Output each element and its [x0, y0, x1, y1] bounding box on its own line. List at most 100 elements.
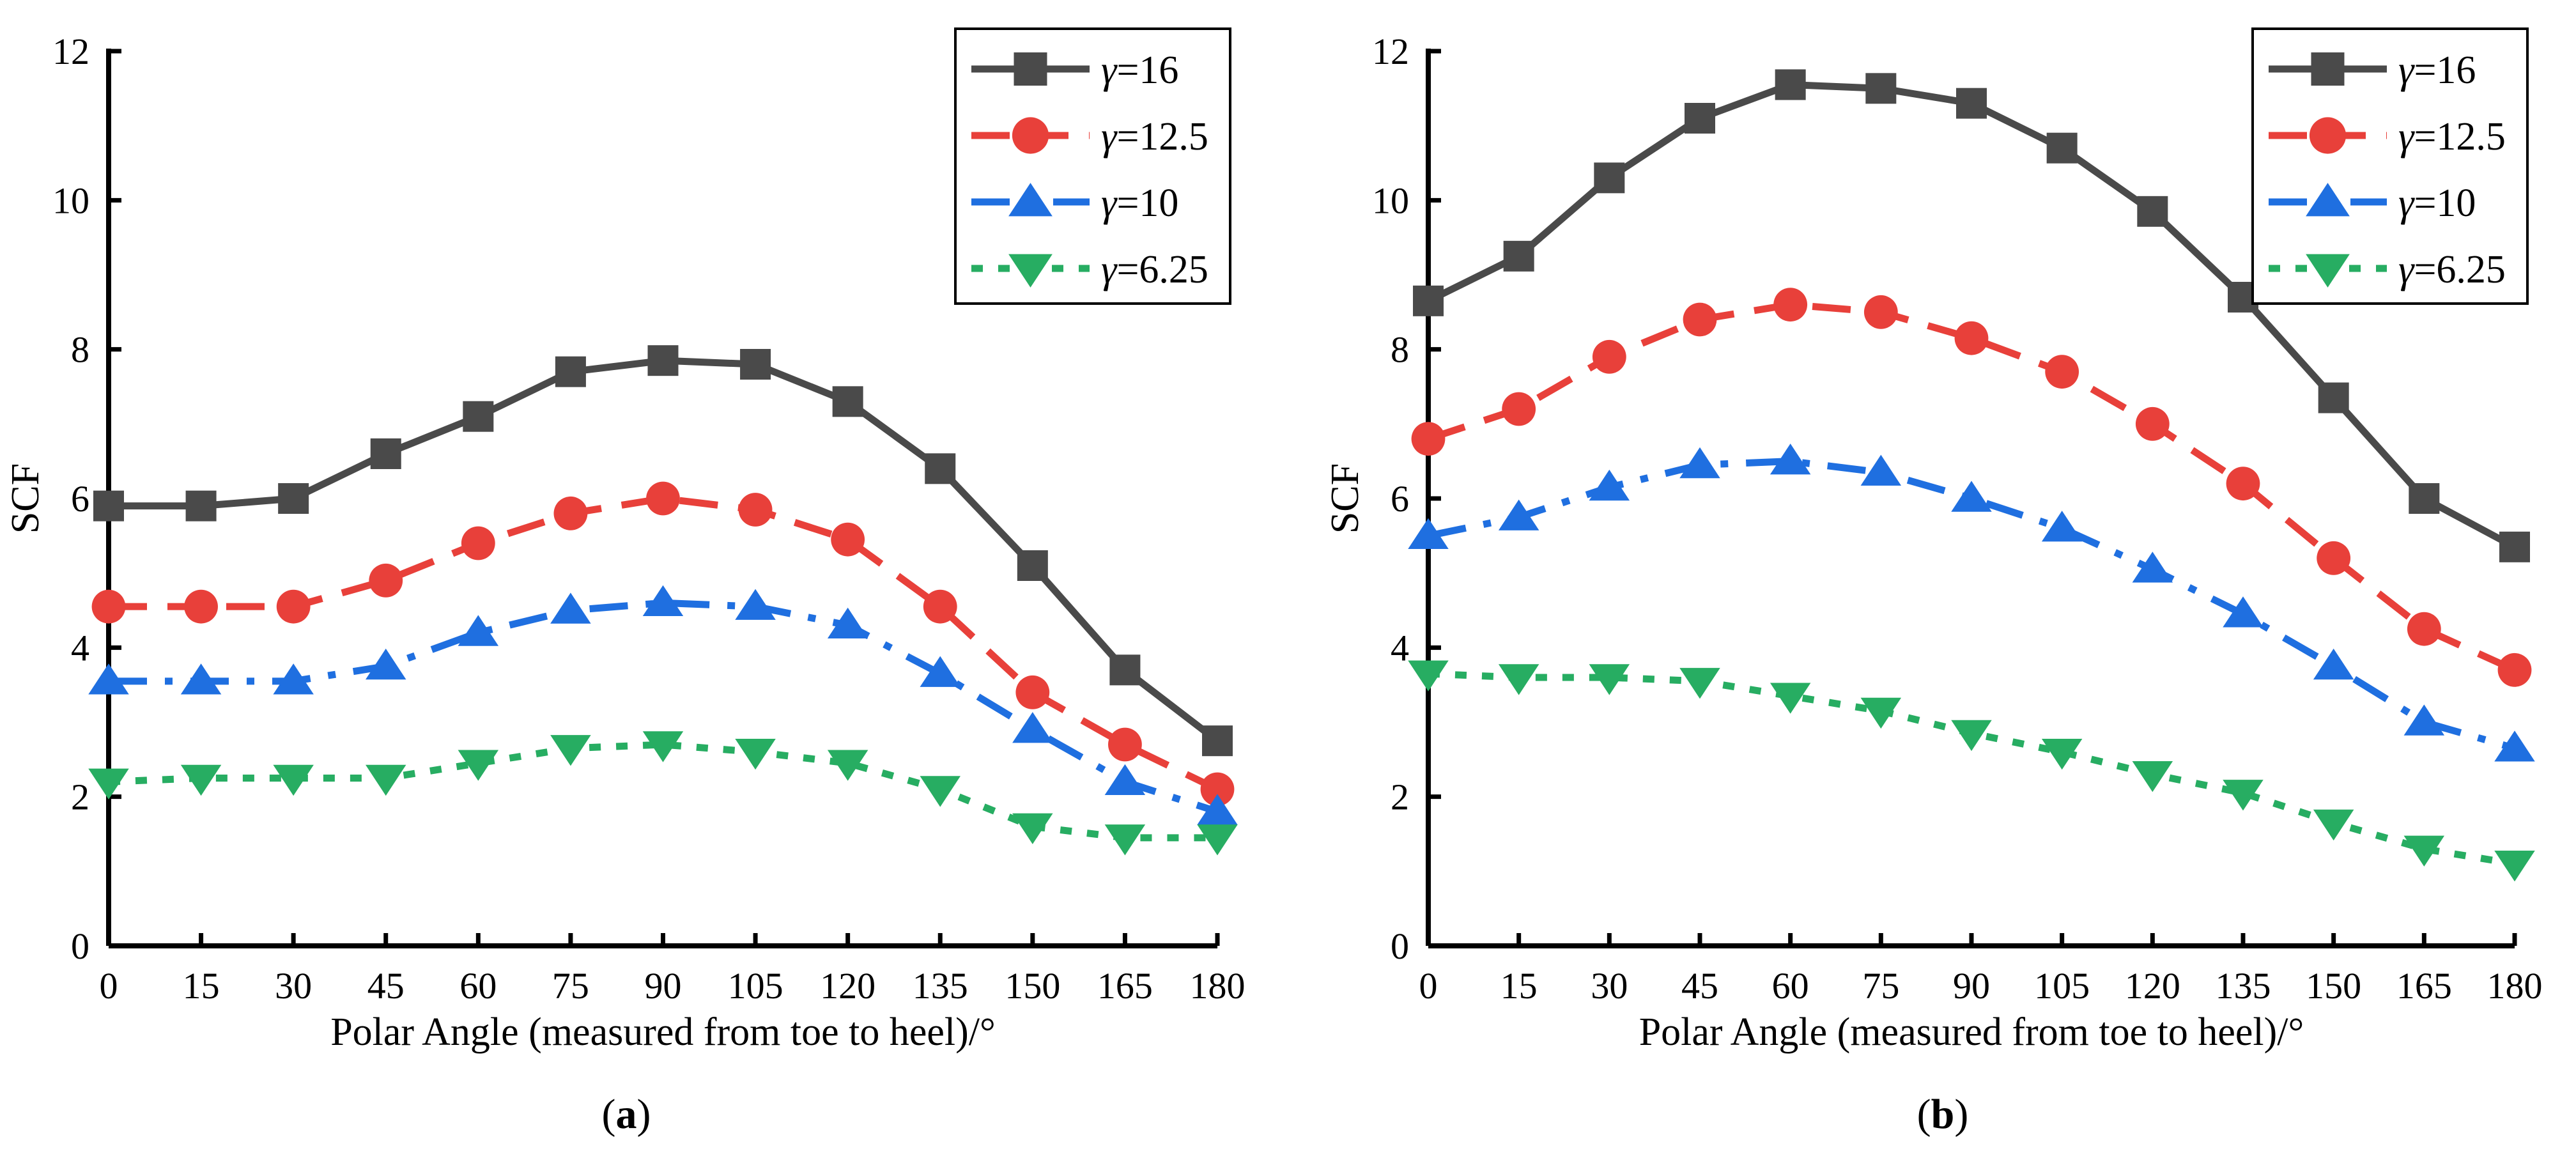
data-point	[184, 589, 218, 624]
data-point	[273, 764, 314, 796]
data-point	[2041, 511, 2083, 542]
data-point	[370, 438, 401, 469]
data-point	[831, 522, 865, 557]
x-tick-label: 60	[1772, 965, 1809, 1007]
y-tick-label: 8	[1391, 329, 1409, 371]
data-point	[1683, 302, 1717, 337]
data-point	[2318, 382, 2349, 413]
data-point	[185, 490, 217, 521]
data-point	[2494, 850, 2535, 882]
data-point	[827, 750, 868, 781]
data-point	[2409, 483, 2440, 514]
series-triangle-up	[88, 585, 1238, 825]
x-tick-label: 30	[275, 965, 312, 1007]
x-tick-label: 150	[1005, 965, 1060, 1007]
legend-label: γ=16	[2398, 49, 2476, 92]
data-point	[1408, 518, 1449, 550]
data-point	[93, 490, 124, 521]
data-point	[91, 589, 126, 624]
data-point	[553, 496, 588, 530]
data-point	[1012, 712, 1053, 743]
data-point	[2132, 552, 2173, 583]
data-point	[1951, 720, 1992, 752]
data-point	[2226, 467, 2260, 501]
data-point	[278, 483, 309, 514]
data-point	[2313, 648, 2354, 680]
x-tick-label: 45	[1681, 965, 1718, 1007]
data-point	[1594, 162, 1625, 194]
data-point	[1197, 794, 1238, 825]
legend-label: γ=6.25	[1101, 248, 1208, 291]
series-circle	[1411, 288, 2532, 687]
data-point	[2403, 835, 2445, 867]
x-tick-label: 60	[459, 965, 497, 1007]
legend-marker	[1012, 117, 1049, 154]
data-point	[463, 401, 494, 432]
data-point	[2497, 653, 2532, 687]
data-point	[1679, 668, 1720, 699]
data-point	[550, 735, 591, 766]
data-point	[1108, 727, 1142, 762]
legend-marker	[2306, 254, 2350, 288]
x-tick-label: 165	[1097, 965, 1153, 1007]
data-point	[1679, 447, 1720, 479]
data-point	[1770, 444, 1811, 475]
data-point	[2403, 704, 2445, 736]
data-point	[920, 656, 960, 687]
data-point	[2407, 612, 2441, 646]
data-point	[923, 589, 957, 624]
data-point	[1197, 824, 1238, 856]
data-point	[1860, 454, 1902, 486]
data-point	[1408, 660, 1449, 691]
y-tick-label: 12	[1372, 31, 1409, 72]
x-tick-label: 165	[2396, 965, 2452, 1007]
legend-marker	[1014, 52, 1047, 86]
x-tick-label: 15	[183, 965, 220, 1007]
data-point	[2223, 780, 2264, 811]
data-point	[550, 592, 591, 624]
data-point	[2132, 761, 2173, 792]
data-point	[1951, 481, 1992, 512]
data-point	[2223, 596, 2264, 628]
data-point	[366, 764, 406, 796]
data-point	[2499, 531, 2530, 562]
data-point	[88, 663, 129, 695]
y-tick-label: 10	[52, 180, 89, 221]
data-point	[1411, 422, 1446, 456]
series-triangle-down	[88, 731, 1238, 856]
series-triangle-up	[1408, 444, 2535, 762]
data-point	[366, 648, 406, 680]
series-circle	[91, 481, 1235, 807]
x-tick-label: 90	[645, 965, 682, 1007]
data-point	[1109, 654, 1141, 686]
data-point	[1770, 683, 1811, 714]
data-point	[646, 481, 680, 516]
data-point	[1589, 469, 1630, 501]
x-tick-label: 150	[2306, 965, 2361, 1007]
x-tick-label: 0	[1419, 965, 1438, 1007]
data-point	[1017, 550, 1048, 581]
data-point	[1498, 499, 1539, 530]
data-point	[2041, 738, 2083, 770]
x-tick-label: 30	[1591, 965, 1628, 1007]
data-point	[1954, 321, 1989, 355]
legend-box	[2251, 27, 2529, 305]
data-point	[1956, 88, 1987, 119]
data-point	[647, 345, 679, 376]
data-point	[180, 663, 222, 695]
series-triangle-down	[1408, 660, 2535, 882]
data-point	[925, 453, 956, 484]
legend-label: γ=12.5	[1101, 115, 1208, 158]
x-tick-label: 105	[728, 965, 783, 1007]
panel-caption: (b)	[1917, 1091, 1969, 1138]
data-point	[2494, 730, 2535, 762]
legend-label: γ=6.25	[2398, 248, 2506, 291]
data-point	[1200, 772, 1235, 807]
data-point	[1592, 339, 1626, 374]
data-point	[88, 768, 129, 800]
y-tick-label: 10	[1372, 180, 1409, 221]
x-tick-label: 45	[367, 965, 405, 1007]
legend-label: γ=10	[2398, 182, 2476, 225]
